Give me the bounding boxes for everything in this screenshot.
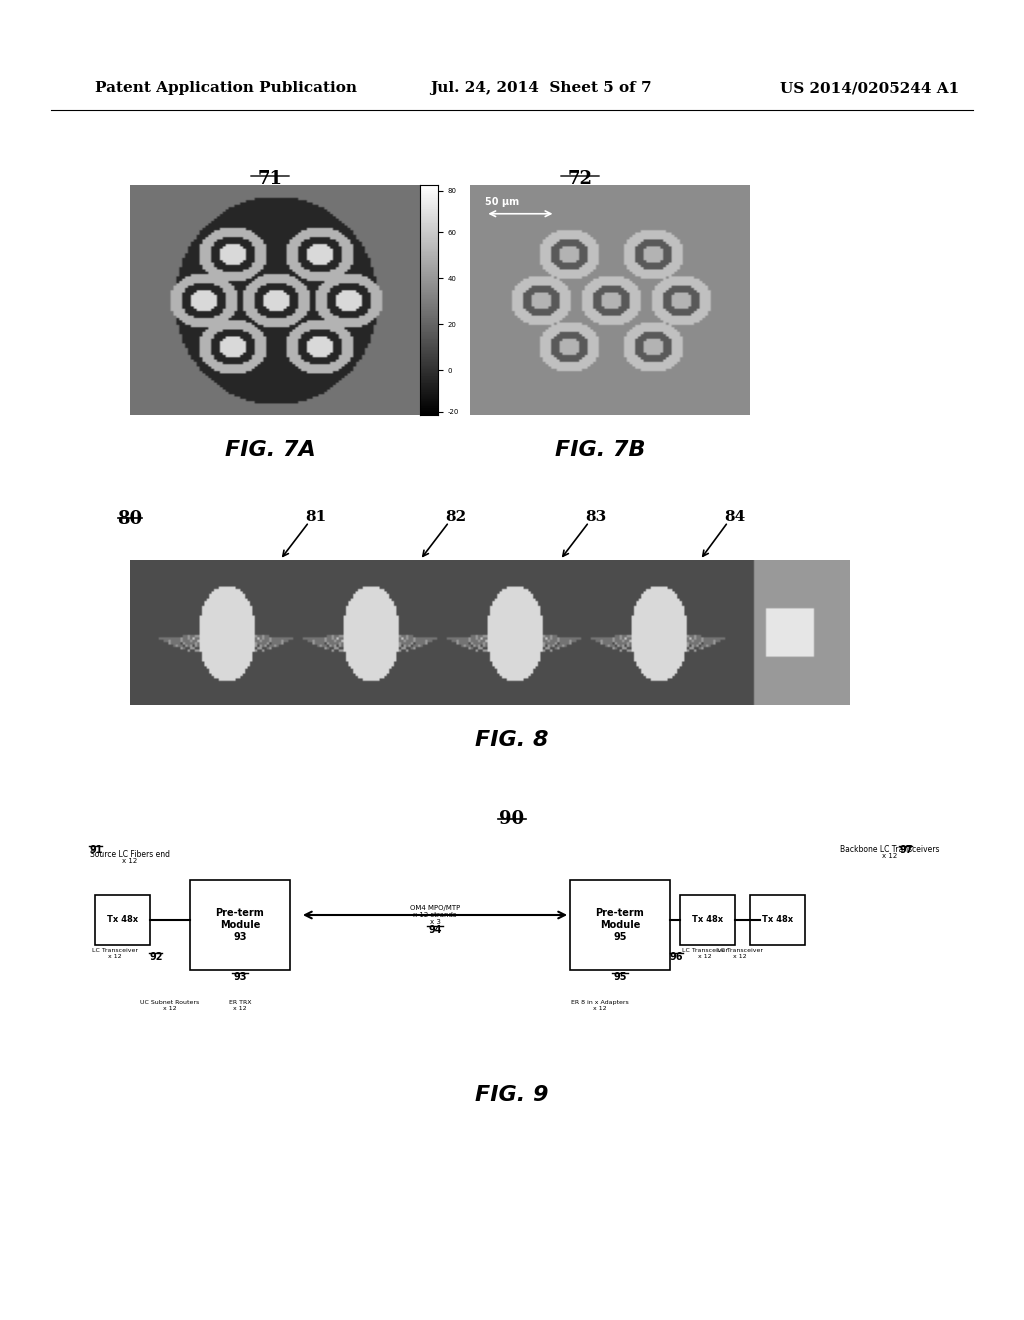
Text: x 12: x 12 xyxy=(123,858,137,865)
Text: Tx 48x: Tx 48x xyxy=(106,916,138,924)
Text: ER 8 in x Adapters
x 12: ER 8 in x Adapters x 12 xyxy=(571,1001,629,1011)
Bar xyxy=(190,880,290,970)
Text: 82: 82 xyxy=(445,510,466,524)
Text: 96: 96 xyxy=(670,952,683,962)
Text: x 12: x 12 xyxy=(883,853,898,859)
Text: Patent Application Publication: Patent Application Publication xyxy=(95,81,357,95)
Text: LC Transceiver
x 12: LC Transceiver x 12 xyxy=(717,948,763,958)
Bar xyxy=(750,895,805,945)
Bar xyxy=(570,880,670,970)
Text: Tx 48x: Tx 48x xyxy=(692,916,723,924)
Text: 94: 94 xyxy=(428,925,441,935)
Bar xyxy=(680,895,735,945)
Text: LC Transceiver
x 12: LC Transceiver x 12 xyxy=(92,948,138,958)
Text: 71: 71 xyxy=(257,170,283,187)
Text: 80: 80 xyxy=(118,510,142,528)
Text: FIG. 7B: FIG. 7B xyxy=(555,440,645,459)
Text: 95: 95 xyxy=(613,972,627,982)
Text: ER TRX
x 12: ER TRX x 12 xyxy=(228,1001,251,1011)
Text: FIG. 8: FIG. 8 xyxy=(475,730,549,750)
Text: Pre-term
Module
95: Pre-term Module 95 xyxy=(596,908,644,941)
Text: 72: 72 xyxy=(567,170,593,187)
Bar xyxy=(95,895,150,945)
Text: Backbone LC Transceivers: Backbone LC Transceivers xyxy=(841,845,940,854)
Text: FIG. 9: FIG. 9 xyxy=(475,1085,549,1105)
Text: 83: 83 xyxy=(585,510,606,524)
Text: UC Subnet Routers
x 12: UC Subnet Routers x 12 xyxy=(140,1001,200,1011)
Text: 97: 97 xyxy=(900,845,913,855)
Text: 90: 90 xyxy=(500,810,524,828)
Text: 81: 81 xyxy=(305,510,327,524)
Text: Tx 48x: Tx 48x xyxy=(762,916,793,924)
Text: 50 μm: 50 μm xyxy=(485,197,519,206)
Text: 93: 93 xyxy=(233,972,247,982)
Text: 91: 91 xyxy=(90,845,103,855)
Text: OM4 MPO/MTP
x 12 strands
x 3: OM4 MPO/MTP x 12 strands x 3 xyxy=(410,906,460,925)
Text: Source LC Fibers end: Source LC Fibers end xyxy=(90,850,170,859)
Text: 92: 92 xyxy=(150,952,164,962)
Text: LC Transceiver
x 12: LC Transceiver x 12 xyxy=(682,948,728,958)
Text: Pre-term
Module
93: Pre-term Module 93 xyxy=(216,908,264,941)
Text: 84: 84 xyxy=(724,510,745,524)
Text: FIG. 7A: FIG. 7A xyxy=(224,440,315,459)
Text: Jul. 24, 2014  Sheet 5 of 7: Jul. 24, 2014 Sheet 5 of 7 xyxy=(430,81,651,95)
Text: US 2014/0205244 A1: US 2014/0205244 A1 xyxy=(780,81,959,95)
